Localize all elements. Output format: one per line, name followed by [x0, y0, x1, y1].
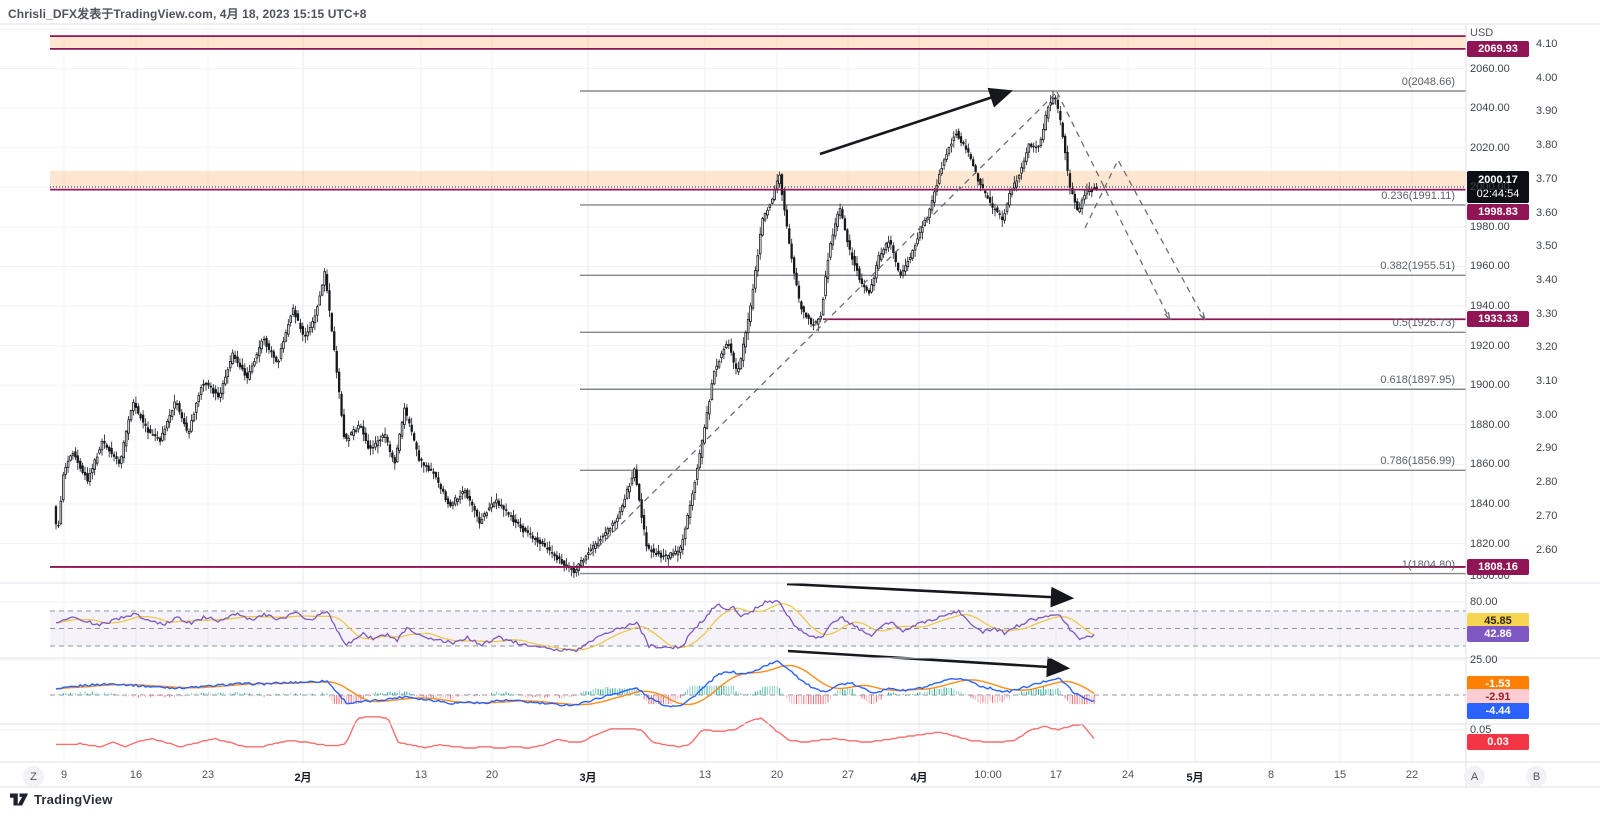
price-axis-label[interactable]: 1920.00 [1470, 339, 1510, 352]
secondary-axis-label[interactable]: 4.10 [1536, 38, 1558, 50]
price-axis-label[interactable]: 2000.00 [1470, 181, 1510, 194]
secondary-axis-label[interactable]: 3.90 [1536, 105, 1558, 118]
indicator-value-badge: -1.53 [1467, 676, 1529, 692]
secondary-axis-label[interactable]: 3.40 [1536, 273, 1558, 286]
time-axis-label[interactable]: 4月 [910, 772, 928, 784]
indicator-axis-label[interactable]: 0.05 [1470, 724, 1492, 736]
secondary-axis-label[interactable]: 3.20 [1536, 341, 1558, 354]
price-level-badge: 2069.93 [1467, 40, 1529, 57]
tradingview-logo-icon [10, 793, 29, 806]
price-axis-label[interactable]: 1900.00 [1470, 379, 1510, 392]
secondary-axis-label[interactable]: 2.80 [1536, 476, 1558, 489]
time-axis-label[interactable]: 22 [1405, 769, 1419, 781]
time-axis-label[interactable]: 23 [201, 769, 215, 781]
price-axis-label[interactable]: 1940.00 [1470, 300, 1510, 313]
time-axis-label[interactable]: 8 [1267, 769, 1275, 781]
fib-level-label: 0.786(1856.99) [1380, 455, 1455, 468]
price-axis-label[interactable]: 1820.00 [1470, 537, 1510, 550]
secondary-axis-label[interactable]: 2.60 [1536, 543, 1558, 556]
secondary-axis-label[interactable]: 3.60 [1536, 206, 1558, 219]
price-axis-label[interactable]: 1980.00 [1470, 220, 1510, 233]
scale-b-button[interactable]: B [1526, 766, 1547, 787]
time-axis-label[interactable]: 3月 [579, 772, 597, 784]
time-axis-label[interactable]: 10:00 [974, 769, 1002, 781]
indicator-value-badge: 45.85 [1467, 613, 1529, 629]
fib-level-label: 0.5(1926.73) [1392, 317, 1455, 330]
price-level-badge: 1808.16 [1467, 558, 1529, 575]
secondary-axis-label[interactable]: 2.90 [1536, 442, 1558, 455]
price-axis-label[interactable]: 1840.00 [1470, 497, 1510, 510]
fib-level-label: 0(2048.66) [1401, 76, 1455, 88]
indicator-value-badge: -4.44 [1467, 703, 1529, 719]
indicator-value-badge: 0.03 [1467, 734, 1529, 750]
time-axis-label[interactable]: 5月 [1186, 772, 1204, 784]
price-axis-label[interactable]: 1880.00 [1470, 418, 1510, 431]
last-price-badge: 2000.17 02:44:54 [1467, 170, 1529, 203]
tradingview-logo-text: TradingView [34, 792, 113, 807]
price-axis-label[interactable]: 2020.00 [1470, 141, 1510, 154]
time-axis-label[interactable]: 9 [60, 769, 68, 781]
indicator-axis-label[interactable]: 80.00 [1470, 596, 1498, 608]
time-axis-label[interactable]: 20 [770, 769, 784, 781]
fib-level-label: 0.382(1955.51) [1380, 260, 1455, 273]
attribution-text: Chrisli_DFX发表于TradingView.com, 4月 18, 20… [8, 7, 367, 21]
secondary-axis-label[interactable]: 3.50 [1536, 240, 1558, 253]
time-axis-label[interactable]: 13 [414, 769, 428, 781]
bar-countdown: 02:44:54 [1476, 187, 1520, 200]
price-level-badge: 1998.83 [1467, 204, 1529, 220]
time-axis-label[interactable]: 27 [841, 769, 855, 781]
secondary-axis-label[interactable]: 3.00 [1536, 408, 1558, 421]
indicator-value-badge: 42.86 [1467, 626, 1529, 642]
time-axis-label[interactable]: 2月 [294, 772, 312, 784]
indicator-axis-label[interactable]: 25.00 [1470, 654, 1498, 666]
tradingview-logo[interactable]: TradingView [10, 792, 113, 807]
time-axis-label[interactable]: 13 [698, 769, 712, 781]
scale-a-button[interactable]: A [1464, 766, 1485, 787]
fib-level-label: 1(1804.80) [1401, 558, 1455, 571]
time-axis-label[interactable]: 16 [129, 769, 143, 781]
secondary-axis-label[interactable]: 3.30 [1536, 307, 1558, 320]
time-axis-label[interactable]: 15 [1333, 769, 1347, 781]
secondary-axis-label[interactable]: 3.70 [1536, 172, 1558, 185]
time-axis-label[interactable]: 17 [1049, 769, 1063, 781]
time-axis-label[interactable]: 20 [485, 769, 499, 781]
timezone-button[interactable]: Z [23, 766, 44, 787]
price-axis-unit: USD [1470, 27, 1494, 39]
last-price-value: 2000.17 [1478, 173, 1518, 186]
fib-level-label: 0.236(1991.11) [1381, 189, 1455, 202]
secondary-axis-label[interactable]: 3.10 [1536, 375, 1558, 387]
price-axis-label[interactable]: 2060.00 [1470, 62, 1510, 75]
indicator-value-badge: -2.91 [1467, 689, 1529, 705]
price-axis-label[interactable]: 1960.00 [1470, 260, 1510, 273]
price-axis-label[interactable]: 2040.00 [1470, 102, 1510, 115]
price-level-badge: 1933.33 [1467, 311, 1529, 328]
price-axis-label[interactable]: 1860.00 [1470, 458, 1510, 471]
fib-level-label: 0.618(1897.95) [1380, 374, 1455, 387]
secondary-axis-label[interactable]: 4.00 [1536, 71, 1558, 84]
secondary-axis-label[interactable]: 2.70 [1536, 509, 1558, 522]
secondary-axis-label[interactable]: 3.80 [1536, 139, 1558, 152]
time-axis-label[interactable]: 24 [1121, 769, 1135, 781]
